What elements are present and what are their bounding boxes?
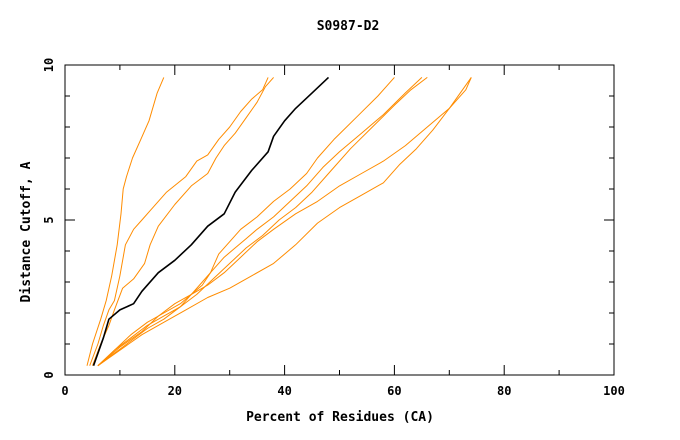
y-tick-label: 0 bbox=[42, 371, 56, 378]
series-line-model-a bbox=[86, 77, 165, 366]
series-line-model-g bbox=[97, 77, 428, 367]
x-tick-label: 80 bbox=[497, 384, 511, 398]
x-tick-label: 60 bbox=[387, 384, 401, 398]
series-line-model-f bbox=[97, 77, 395, 367]
x-tick-label: 100 bbox=[603, 384, 625, 398]
x-axis-label: Percent of Residues (CA) bbox=[246, 410, 434, 425]
series-line-model-d bbox=[92, 76, 330, 366]
chart-title: S0987-D2 bbox=[317, 19, 380, 34]
x-tick-label: 20 bbox=[168, 384, 182, 398]
series-line-model-b bbox=[89, 77, 269, 366]
axis-ticks: 0 20 40 60 80 100 0 5 10 bbox=[42, 58, 625, 398]
series-line-model-i bbox=[97, 77, 472, 367]
x-tick-label: 0 bbox=[61, 384, 68, 398]
series-layer bbox=[86, 76, 472, 367]
series-line-model-c bbox=[92, 77, 274, 366]
y-tick-label: 10 bbox=[42, 58, 56, 72]
x-tick-label: 40 bbox=[277, 384, 291, 398]
series-line-model-e bbox=[97, 77, 423, 367]
y-axis-label: Distance Cutoff, A bbox=[19, 161, 34, 302]
y-tick-label: 5 bbox=[42, 216, 56, 223]
series-line-model-h bbox=[97, 77, 472, 367]
